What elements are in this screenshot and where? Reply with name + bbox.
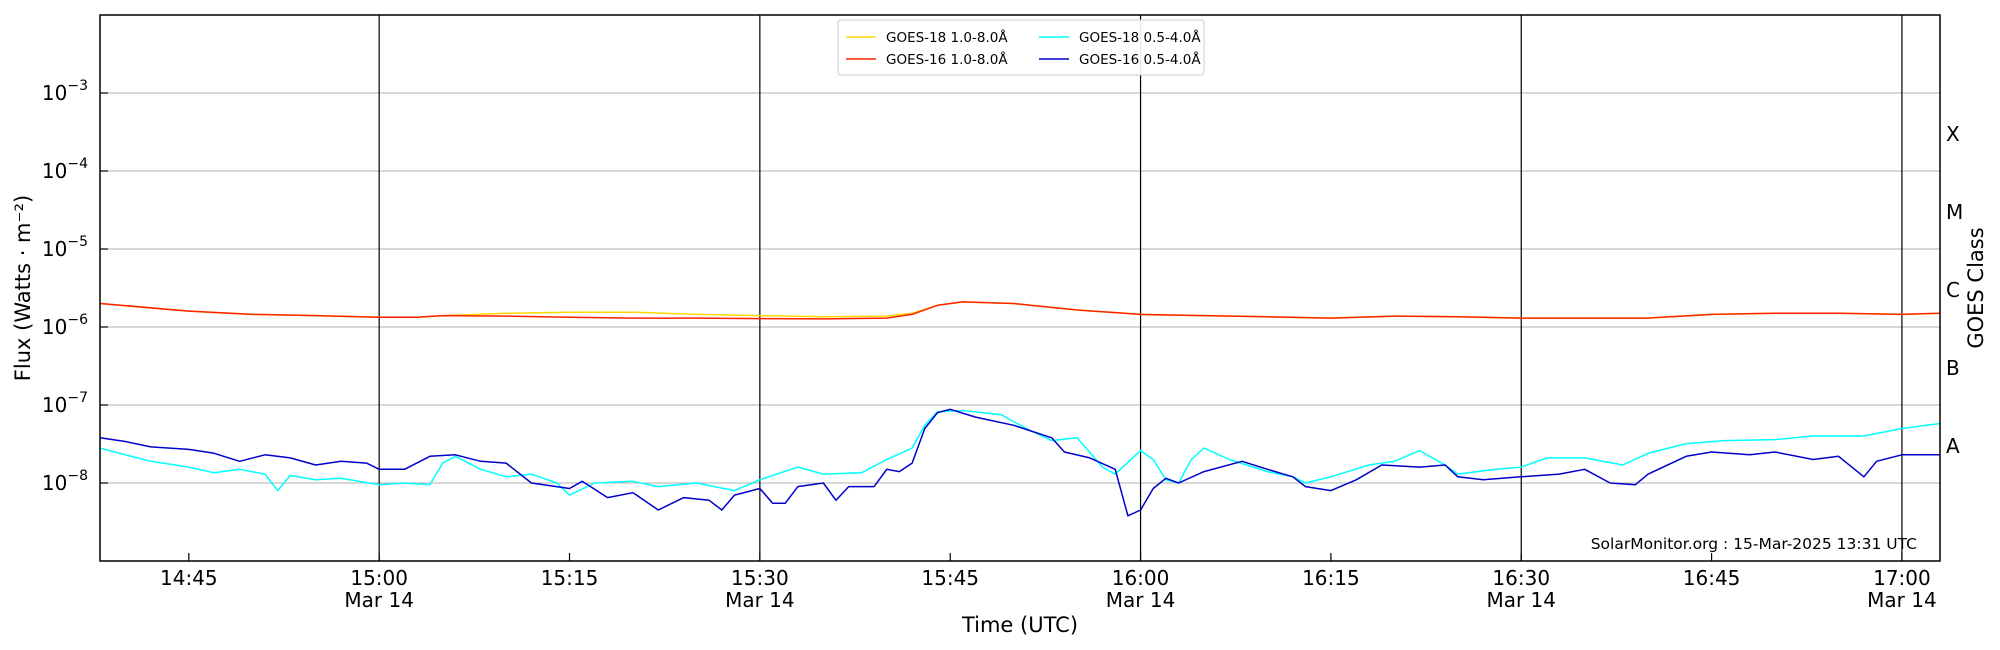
y-tick-label: 10−7 — [42, 390, 88, 417]
x-tick-label: 15:30 — [731, 566, 789, 590]
goes-class-axis-title: GOES Class — [1964, 227, 1988, 348]
series-line-3 — [99, 409, 1941, 496]
y-tick-label: 10−8 — [42, 468, 88, 495]
legend-box — [837, 19, 1205, 76]
goes-class-label: X — [1946, 122, 1960, 146]
x-tick-label: 16:00 — [1112, 566, 1170, 590]
y-tick-label: 10−4 — [42, 156, 88, 183]
x-tick-sublabel: Mar 14 — [344, 588, 414, 612]
x-axis-title: Time (UTC) — [961, 613, 1078, 637]
credit-text: SolarMonitor.org : 15-Mar-2025 13:31 UTC — [1591, 535, 1917, 553]
series-line-2 — [99, 301, 1941, 320]
legend-label: GOES-16 0.5-4.0Å — [1079, 51, 1201, 68]
x-tick-label: 16:15 — [1302, 566, 1360, 590]
legend-label: GOES-18 0.5-4.0Å — [1079, 29, 1201, 46]
y-tick-label: 10−6 — [42, 312, 88, 339]
x-tick-label: 14:45 — [160, 566, 218, 590]
y-tick-label: 10−3 — [42, 78, 88, 105]
x-tick-label: 15:45 — [921, 566, 979, 590]
x-tick-label: 17:00 — [1873, 566, 1931, 590]
x-tick-sublabel: Mar 14 — [1867, 588, 1937, 612]
goes-class-label: B — [1946, 356, 1960, 380]
x-tick-sublabel: Mar 14 — [1486, 588, 1556, 612]
x-tick-label: 16:45 — [1683, 566, 1741, 590]
goes-class-label: M — [1946, 200, 1963, 224]
legend-label: GOES-18 1.0-8.0Å — [886, 29, 1008, 46]
legend-label: GOES-16 1.0-8.0Å — [886, 51, 1008, 68]
x-tick-label: 16:30 — [1492, 566, 1550, 590]
x-tick-label: 15:15 — [541, 566, 599, 590]
y-axis-title: Flux (Watts · m⁻²) — [11, 195, 35, 381]
x-tick-sublabel: Mar 14 — [725, 588, 795, 612]
x-tick-sublabel: Mar 14 — [1106, 588, 1176, 612]
goes-class-label: C — [1946, 278, 1960, 302]
y-tick-label: 10−5 — [42, 234, 88, 261]
plot-frame — [99, 14, 1941, 562]
x-tick-label: 15:00 — [350, 566, 408, 590]
series-line-4 — [99, 408, 1940, 517]
goes-class-label: A — [1946, 434, 1960, 458]
